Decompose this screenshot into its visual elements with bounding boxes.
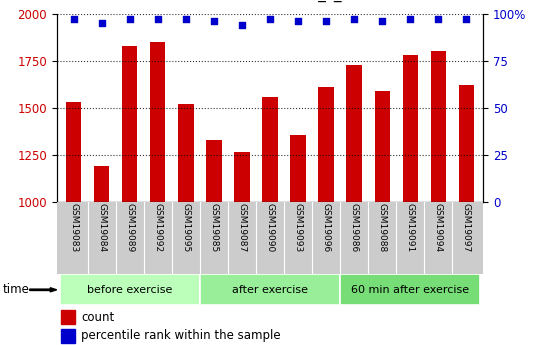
Point bbox=[125, 17, 134, 22]
Point bbox=[434, 17, 443, 22]
Bar bbox=[200, 274, 340, 305]
Point bbox=[406, 17, 415, 22]
Point bbox=[181, 17, 190, 22]
Point bbox=[210, 19, 218, 24]
Text: GSM19094: GSM19094 bbox=[434, 203, 443, 253]
Bar bbox=[319, 87, 334, 202]
Point bbox=[378, 19, 387, 24]
Text: GSM19093: GSM19093 bbox=[294, 203, 302, 253]
Bar bbox=[94, 166, 109, 202]
Bar bbox=[59, 274, 200, 305]
Text: 60 min after exercise: 60 min after exercise bbox=[351, 285, 469, 295]
Bar bbox=[178, 104, 193, 202]
Bar bbox=[206, 140, 221, 202]
Text: GSM19085: GSM19085 bbox=[210, 203, 218, 253]
Text: GSM19084: GSM19084 bbox=[97, 203, 106, 253]
Text: before exercise: before exercise bbox=[87, 285, 172, 295]
Text: GSM19088: GSM19088 bbox=[378, 203, 387, 253]
Text: count: count bbox=[82, 311, 114, 324]
Point bbox=[462, 17, 471, 22]
Text: GSM19091: GSM19091 bbox=[406, 203, 415, 253]
Bar bbox=[262, 98, 278, 202]
Bar bbox=[291, 135, 306, 202]
Bar bbox=[375, 91, 390, 202]
Point bbox=[266, 17, 274, 22]
Text: time: time bbox=[3, 283, 30, 296]
Bar bbox=[347, 65, 362, 202]
Text: GSM19090: GSM19090 bbox=[266, 203, 274, 253]
Bar bbox=[234, 152, 249, 202]
Point bbox=[153, 17, 162, 22]
Text: GDS962 / 218109_s_at: GDS962 / 218109_s_at bbox=[183, 0, 357, 2]
Point bbox=[322, 19, 330, 24]
Point bbox=[97, 20, 106, 26]
Point bbox=[238, 22, 246, 28]
Text: GSM19095: GSM19095 bbox=[181, 203, 190, 253]
Bar bbox=[122, 46, 137, 202]
Point bbox=[294, 19, 302, 24]
Text: GSM19086: GSM19086 bbox=[350, 203, 359, 253]
Text: GSM19097: GSM19097 bbox=[462, 203, 471, 253]
Bar bbox=[61, 310, 75, 324]
Text: GSM19083: GSM19083 bbox=[69, 203, 78, 253]
Bar bbox=[340, 274, 481, 305]
Bar bbox=[403, 55, 418, 202]
Text: GSM19089: GSM19089 bbox=[125, 203, 134, 253]
Bar bbox=[459, 85, 474, 202]
Bar bbox=[66, 102, 81, 202]
Text: GSM19087: GSM19087 bbox=[238, 203, 246, 253]
Point bbox=[350, 17, 359, 22]
Text: GSM19092: GSM19092 bbox=[153, 203, 162, 253]
Text: percentile rank within the sample: percentile rank within the sample bbox=[82, 329, 281, 342]
Text: after exercise: after exercise bbox=[232, 285, 308, 295]
Bar bbox=[61, 329, 75, 343]
Point bbox=[69, 17, 78, 22]
Bar bbox=[150, 42, 165, 202]
Text: GSM19096: GSM19096 bbox=[322, 203, 330, 253]
Bar bbox=[431, 51, 446, 202]
